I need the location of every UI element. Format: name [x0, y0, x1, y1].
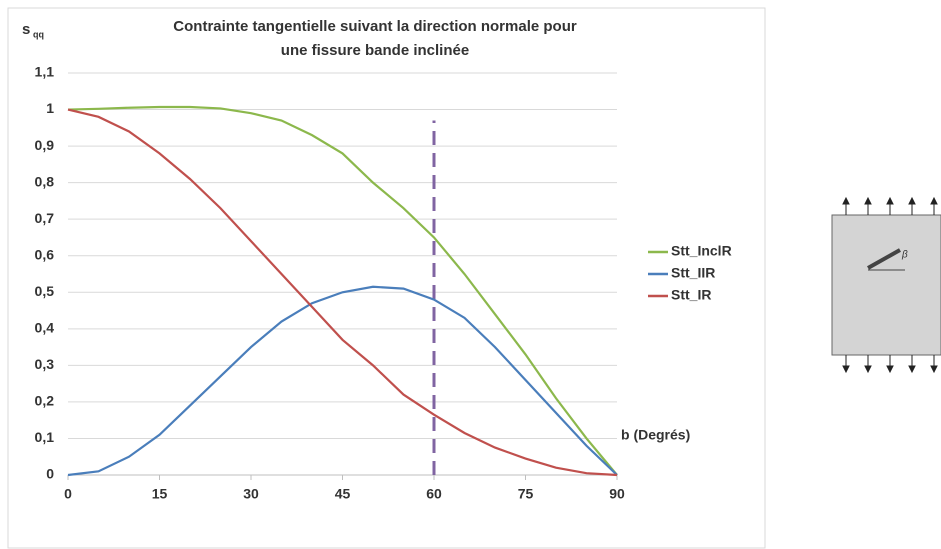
- chart-border: [7, 7, 766, 549]
- y-axis-label-sub: qq: [33, 29, 44, 39]
- inset-label: β: [901, 250, 908, 261]
- y-tick-label: 0: [46, 466, 54, 482]
- y-tick-label: 0,4: [35, 320, 55, 336]
- y-tick-label: 0,3: [35, 356, 55, 372]
- x-tick-label: 90: [609, 486, 625, 502]
- x-tick-label: 15: [152, 486, 168, 502]
- series-line: [67, 108, 618, 477]
- y-axis-label: s: [22, 21, 30, 38]
- y-tick-label: 1,1: [35, 64, 55, 80]
- legend-label: Stt_InclR: [671, 243, 732, 259]
- y-tick-label: 0,2: [35, 393, 55, 409]
- x-tick-label: 60: [426, 486, 442, 502]
- y-tick-label: 0,6: [35, 246, 55, 262]
- crack: [867, 248, 901, 270]
- chart-title: Contrainte tangentielle suivant la direc…: [173, 18, 577, 35]
- legend-label: Stt_IIR: [671, 265, 715, 281]
- y-tick-label: 0,9: [35, 137, 55, 153]
- y-tick-label: 0,8: [35, 173, 55, 189]
- series-line: [67, 285, 618, 477]
- y-tick-label: 0,5: [35, 283, 55, 299]
- legend-label: Stt_IR: [671, 287, 711, 303]
- x-tick-label: 0: [64, 486, 72, 502]
- inset-diagram: β: [831, 196, 941, 374]
- chart-title-line2: une fissure bande inclinée: [281, 42, 469, 59]
- arrows: [842, 196, 938, 374]
- x-tick-label: 75: [518, 486, 534, 502]
- x-tick-label: 45: [335, 486, 351, 502]
- y-tick-label: 0,7: [35, 210, 55, 226]
- y-tick-label: 0,1: [35, 429, 55, 445]
- x-axis-label: b (Degrés): [621, 427, 690, 443]
- plate: [831, 214, 941, 356]
- x-tick-label: 30: [243, 486, 259, 502]
- y-tick-label: 1: [46, 100, 54, 116]
- series-line: [67, 105, 618, 476]
